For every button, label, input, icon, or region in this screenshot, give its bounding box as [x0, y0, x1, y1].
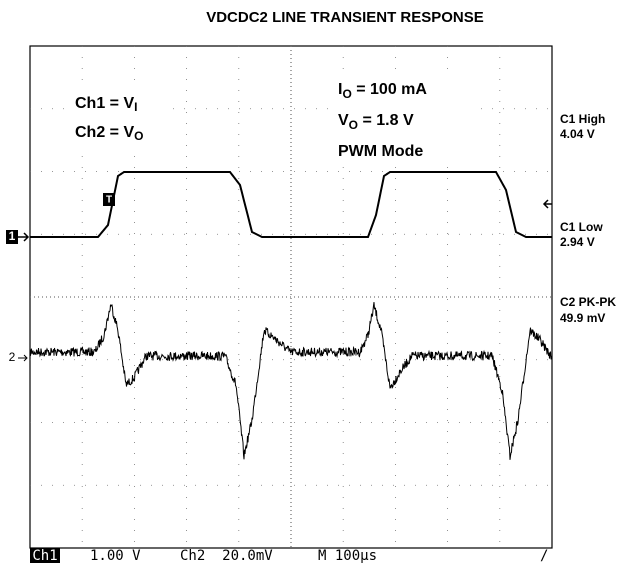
condition: IO = 100 mA	[338, 81, 427, 101]
ch1-marker: 1	[9, 229, 16, 243]
label-box	[70, 88, 170, 150]
readout: /	[540, 548, 548, 564]
grid	[30, 46, 552, 548]
ch1-arrow	[18, 232, 30, 242]
trigger-marker: T	[106, 195, 112, 206]
measurement-value: 49.9 mV	[560, 311, 605, 325]
measurement-name: C1 High	[560, 112, 605, 126]
readout: M 100µs	[318, 548, 377, 564]
ch2-trace	[29, 302, 553, 460]
measurement-name: C1 Low	[560, 220, 603, 234]
channel-label: Ch2 = VO	[75, 124, 143, 143]
readout: Ch1	[32, 548, 57, 564]
channel-label: Ch1 = VI	[75, 95, 137, 114]
label-box	[332, 74, 472, 166]
trigger-marker-box	[103, 193, 115, 206]
readout-box	[30, 548, 60, 563]
measurement-name: C2 PK-PK	[560, 295, 616, 309]
ch2-marker: 2	[9, 350, 16, 364]
condition: PWM Mode	[338, 143, 423, 160]
trigger-level	[542, 199, 552, 209]
ch1-trace	[30, 171, 552, 238]
readout: Ch2 20.0mV	[180, 548, 273, 564]
readout: 1.00 V	[90, 548, 141, 564]
condition: VO = 1.8 V	[338, 112, 414, 132]
measurement-value: 2.94 V	[560, 235, 595, 249]
traces	[29, 171, 553, 460]
ch1-marker-box	[6, 230, 18, 244]
measurement-value: 4.04 V	[560, 127, 595, 141]
ch2-arrow	[18, 354, 28, 362]
title: VDCDC2 LINE TRANSIENT RESPONSE	[206, 9, 484, 26]
